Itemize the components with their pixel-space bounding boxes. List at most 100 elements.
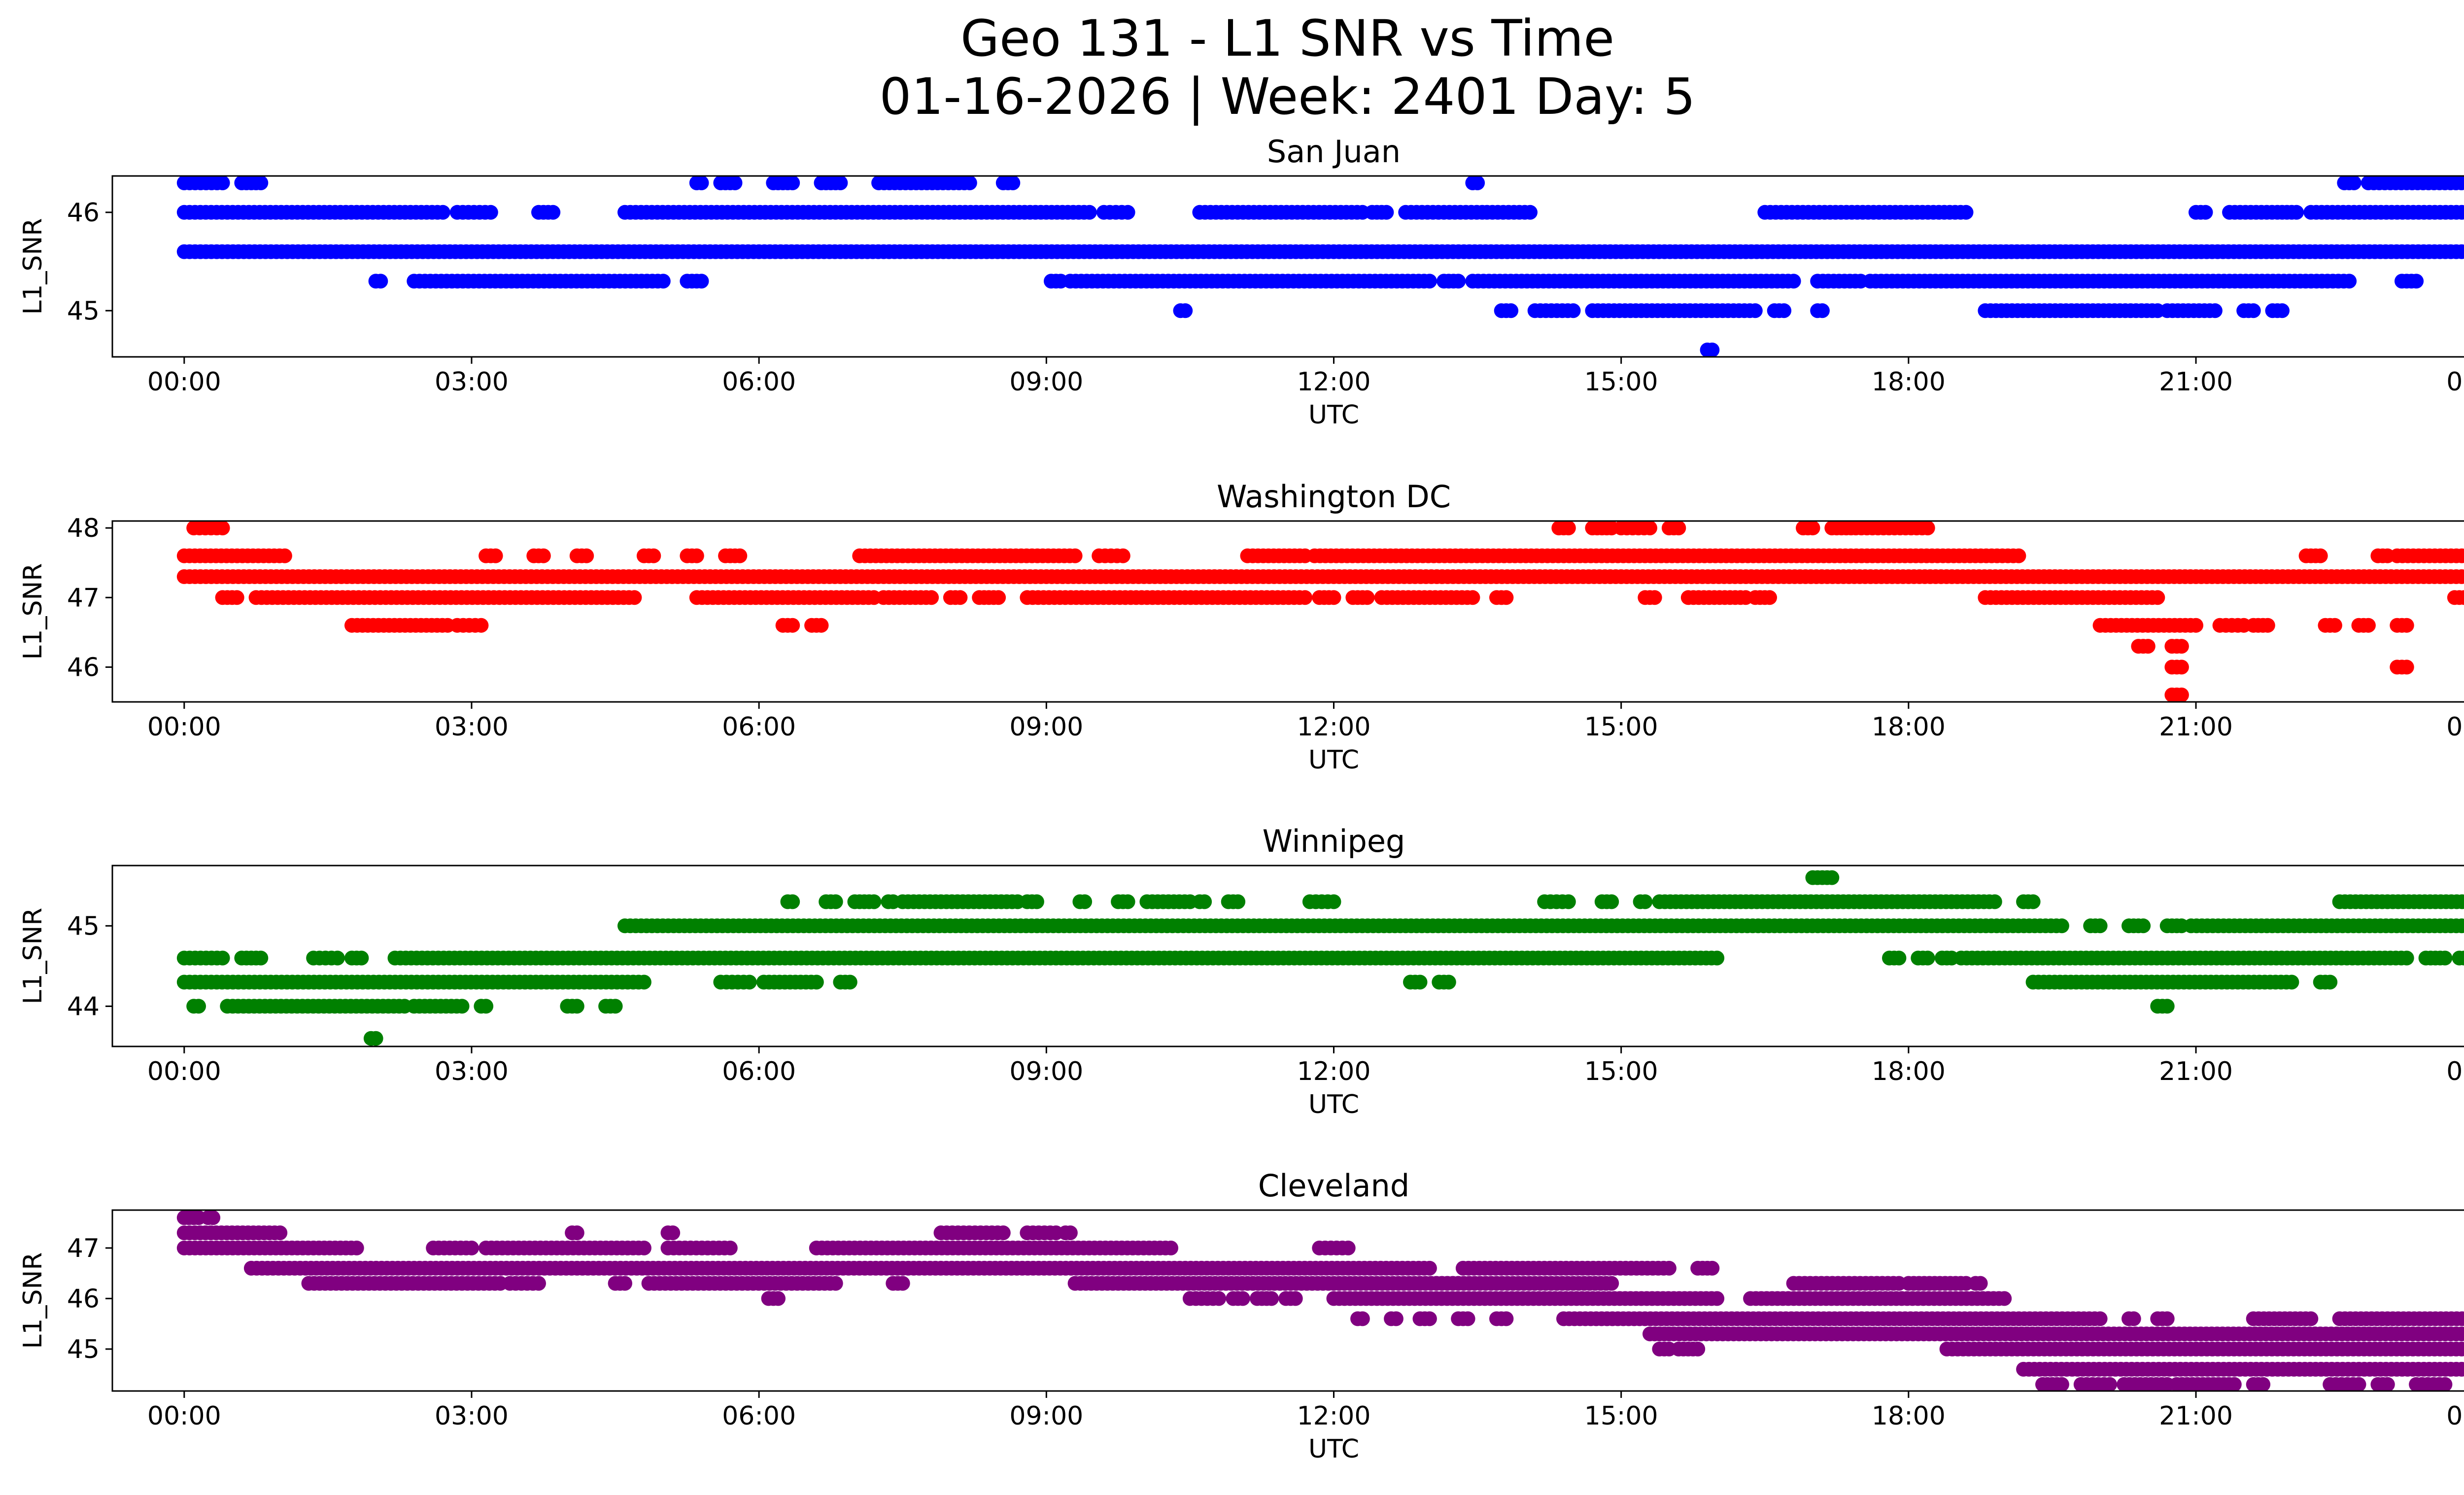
x-tick-label: 09:00	[1009, 1401, 1083, 1431]
y-tick-label: 47	[67, 583, 100, 613]
x-tick-label: 00:00	[147, 1401, 221, 1431]
x-axis-label: UTC	[1308, 1434, 1359, 1464]
data-point	[579, 548, 594, 563]
data-point	[2323, 974, 2338, 990]
x-tick-label: 09:00	[1009, 712, 1083, 742]
subplot-title: San Juan	[1267, 134, 1401, 170]
data-point	[1762, 590, 1777, 605]
data-point	[2399, 950, 2414, 966]
data-point	[2198, 205, 2213, 220]
y-tick-label: 44	[67, 992, 100, 1021]
x-tick-label: 03:00	[435, 1401, 509, 1431]
data-point	[924, 590, 939, 605]
x-tick-label: 09:00	[1009, 367, 1083, 397]
x-tick-label: 09:00	[1009, 1057, 1083, 1086]
data-point	[435, 205, 450, 220]
data-point	[2284, 974, 2299, 990]
data-point	[785, 176, 800, 190]
x-tick-label: 06:00	[722, 1057, 796, 1086]
data-point	[1638, 894, 1653, 909]
data-point	[2140, 639, 2156, 654]
data-point	[215, 176, 230, 190]
data-point	[732, 548, 748, 563]
data-point	[636, 974, 651, 990]
x-tick-label: 00:00	[147, 712, 221, 742]
data-point	[1388, 1311, 1403, 1326]
x-tick-label: 12:00	[1297, 1401, 1371, 1431]
x-tick-label: 00:00	[2446, 1401, 2464, 1431]
data-point	[474, 618, 489, 633]
data-point	[1824, 870, 1840, 885]
data-point	[2150, 590, 2165, 605]
x-tick-label: 06:00	[722, 1401, 796, 1431]
data-point	[636, 1240, 651, 1255]
x-tick-label: 06:00	[722, 367, 796, 397]
y-axis-label: L1_SNR	[18, 1252, 48, 1349]
x-tick-label: 21:00	[2159, 367, 2233, 397]
x-tick-label: 03:00	[435, 712, 509, 742]
data-point	[2460, 1362, 2464, 1376]
data-point	[1561, 894, 1576, 909]
plot-frame	[111, 520, 2464, 703]
data-point	[531, 1276, 546, 1291]
data-point	[1958, 205, 1974, 220]
data-point	[2399, 618, 2414, 633]
subplot-title: Washington DC	[1217, 479, 1451, 515]
scatter-series	[176, 176, 2464, 357]
data-point	[488, 548, 503, 563]
data-point	[1504, 303, 1519, 318]
data-point	[1987, 894, 2002, 909]
data-point	[1814, 303, 1830, 318]
data-point	[842, 974, 857, 990]
data-point	[2399, 660, 2414, 675]
scatter-series	[176, 1210, 2464, 1391]
data-point	[2457, 950, 2464, 966]
data-point	[1661, 1260, 1677, 1276]
data-point	[2226, 1377, 2242, 1391]
data-point	[2460, 549, 2464, 563]
data-point	[2361, 618, 2376, 633]
data-point	[2460, 919, 2464, 933]
data-point	[1973, 1276, 1988, 1291]
x-tick-label: 00:00	[147, 1057, 221, 1086]
data-point	[2174, 660, 2189, 675]
data-point	[1360, 590, 1375, 605]
data-point	[1115, 548, 1130, 563]
data-point	[828, 894, 843, 909]
x-tick-label: 00:00	[147, 367, 221, 397]
data-point	[1777, 303, 1792, 318]
data-point	[2189, 618, 2203, 633]
data-point	[608, 999, 623, 1014]
data-point	[1710, 1291, 1725, 1306]
data-point	[1997, 1291, 2012, 1306]
x-tick-label: 21:00	[2159, 1401, 2233, 1431]
data-point	[785, 618, 800, 633]
data-point	[1920, 521, 1935, 536]
x-tick-label: 15:00	[1584, 712, 1658, 742]
data-point	[2303, 1311, 2319, 1326]
data-point	[1441, 974, 1456, 990]
data-point	[464, 1240, 479, 1255]
x-axis-label: UTC	[1308, 745, 1359, 775]
data-point	[1164, 1240, 1178, 1255]
x-tick-label: 12:00	[1297, 712, 1371, 742]
x-tick-label: 06:00	[722, 712, 796, 742]
data-point	[483, 205, 498, 220]
data-point	[995, 1225, 1011, 1241]
data-point	[1643, 521, 1657, 536]
data-point	[2256, 1377, 2271, 1391]
x-tick-label: 00:00	[2446, 367, 2464, 397]
data-point	[617, 1276, 632, 1291]
y-axis-label: L1_SNR	[18, 218, 48, 314]
data-point	[1120, 894, 1135, 909]
data-point	[330, 950, 345, 966]
figure-title-line-2: 01-16-2026 | Week: 2401 Day: 5	[879, 68, 1696, 126]
data-point	[1566, 303, 1581, 318]
data-point	[1197, 894, 1212, 909]
data-point	[1671, 521, 1686, 536]
x-tick-label: 15:00	[1584, 1057, 1658, 1086]
x-tick-label: 03:00	[435, 367, 509, 397]
data-point	[953, 590, 968, 605]
data-point	[454, 999, 470, 1014]
